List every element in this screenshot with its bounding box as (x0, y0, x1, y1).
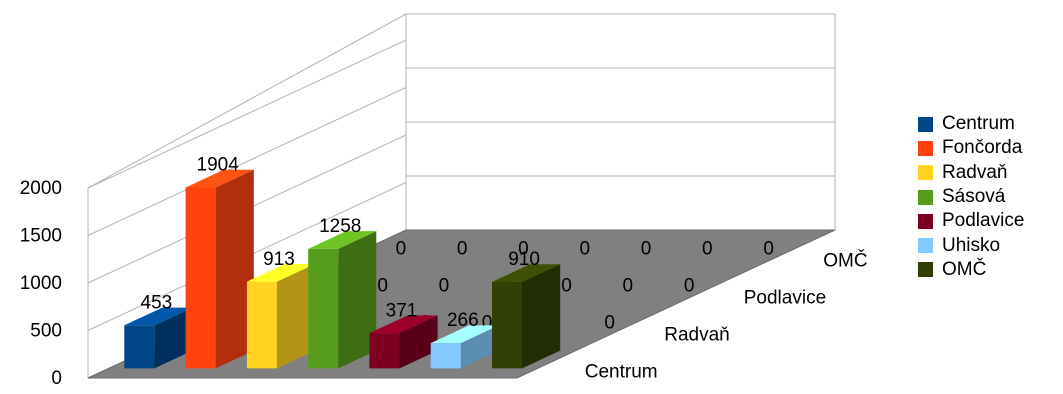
bar-centrum-centrum (124, 307, 193, 369)
value-label-podlavice-omc: 0 (641, 239, 652, 260)
bar-side (460, 325, 499, 369)
bar-side (154, 307, 193, 369)
bar-side (276, 263, 316, 369)
x-axis-category-labels: Centrum Radvaň Podlavice OMČ (585, 250, 868, 383)
bar-omc-centrum (492, 264, 561, 369)
y-tick-label: 1000 (20, 273, 62, 294)
legend-item-omc: OMČ (918, 258, 1063, 282)
y-tick-label: 1500 (20, 226, 62, 247)
bar-front (124, 325, 155, 369)
bar-front (369, 333, 400, 369)
y-tick-label: 2000 (20, 178, 62, 199)
value-label-sasova-omc: 0 (579, 239, 590, 260)
left-gridline (87, 39, 407, 189)
value-label-omc-podlavice: 0 (684, 276, 695, 297)
bar-uhisko-centrum (430, 325, 499, 369)
legend-swatch (918, 238, 933, 254)
value-label-foncorda-podlavice: 0 (377, 276, 388, 297)
legend-item-foncorda: Fončorda (918, 136, 1063, 160)
value-label-centrum-centrum: 453 (141, 292, 173, 313)
bar-radvan-centrum (246, 263, 316, 369)
left-gridline (87, 87, 407, 236)
category-label-centrum: Centrum (585, 362, 658, 383)
bar-side (522, 264, 561, 369)
legend-label: Sásová (942, 186, 1006, 208)
value-label-podlavice-centrum: 371 (386, 300, 418, 321)
chart-legend: Centrum Fončorda Radvaň Sásová Podlavice Uhis… (918, 112, 1063, 282)
legend-item-uhisko: Uhisko (918, 233, 1063, 257)
value-label-omc-radvan: 0 (604, 313, 615, 334)
value-label-sasova-centrum: 1258 (319, 216, 361, 237)
bar-front (185, 187, 216, 369)
legend-item-centrum: Centrum (918, 112, 1063, 136)
bar-side (399, 315, 438, 369)
legend-item-radvan: Radvaň (918, 161, 1063, 185)
y-tick-label: 500 (30, 321, 62, 342)
bar-side (338, 231, 377, 369)
legend-item-podlavice: Podlavice (918, 209, 1063, 233)
value-label-centrum-omc: 0 (396, 239, 407, 260)
value-label-radvan-centrum: 913 (263, 249, 295, 270)
legend-swatch (918, 262, 933, 278)
bar-front (430, 343, 461, 369)
legend-swatch (918, 165, 933, 181)
category-label-podlavice: Podlavice (744, 288, 826, 309)
legend-label: Centrum (942, 113, 1015, 135)
y-axis-tick-labels: 0 500 1000 1500 2000 (20, 178, 62, 389)
bar-top (430, 325, 499, 344)
legend-label: OMČ (942, 258, 987, 280)
value-label-podlavice-radvan: 0 (482, 313, 493, 334)
legend-item-sasova: Sásová (918, 185, 1063, 209)
legend-swatch (918, 116, 933, 132)
bar-sasova-centrum (308, 231, 377, 369)
bar-front (308, 248, 339, 369)
y-tick-label: 0 (51, 368, 62, 389)
value-label-uhisko-omc: 0 (702, 239, 713, 260)
category-label-omc: OMČ (823, 250, 867, 272)
bar-side (215, 169, 254, 369)
bar-top (124, 307, 193, 326)
bar-top (492, 264, 561, 282)
bar-top (185, 169, 254, 188)
legend-swatch (918, 140, 933, 156)
bar-top (308, 231, 377, 249)
value-label-podlavice-podlavice: 0 (561, 276, 572, 297)
legend-label: Uhisko (942, 234, 1001, 256)
value-label-foncorda-omc: 0 (457, 239, 468, 260)
bar-podlavice-centrum (369, 315, 438, 369)
value-label-uhisko-centrum: 266 (447, 310, 479, 331)
bar-front (246, 281, 277, 369)
legend-swatch (918, 189, 933, 205)
legend-swatch (918, 213, 933, 229)
bars (124, 169, 561, 369)
legend-label: Podlavice (942, 210, 1025, 232)
value-label-radvan-podlavice: 0 (439, 276, 450, 297)
bar-top (246, 263, 316, 282)
value-label-uhisko-podlavice: 0 (623, 276, 634, 297)
legend-label: Radvaň (942, 161, 1008, 183)
value-label-omc-centrum: 910 (508, 249, 540, 270)
legend-label: Fončorda (942, 137, 1023, 159)
value-labels: 453 1904 913 1258 371 266 910 (141, 155, 540, 332)
bar-front (492, 281, 522, 369)
category-label-radvan: Radvaň (664, 325, 730, 346)
bar-top (369, 315, 438, 334)
value-label-foncorda-centrum: 1904 (197, 155, 240, 176)
value-label-radvan-omc: 0 (518, 239, 529, 260)
value-label-omc-omc: 0 (763, 239, 774, 260)
bar-foncorda-centrum (185, 169, 254, 369)
